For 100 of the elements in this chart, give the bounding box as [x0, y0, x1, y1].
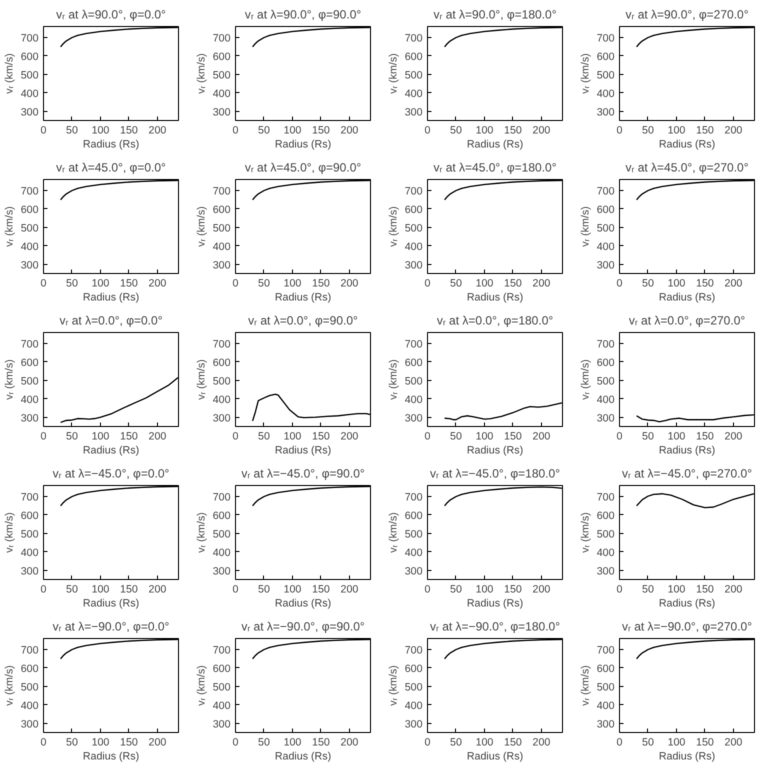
x-tick-label: 150	[312, 430, 330, 442]
x-tick-label: 50	[66, 124, 78, 136]
y-tick-label: 300	[596, 106, 615, 118]
y-axis-title: vᵣ (km/s)	[580, 206, 592, 247]
y-axis-title: vᵣ (km/s)	[580, 665, 592, 706]
y-tick-label: 300	[20, 259, 39, 272]
y-tick-label: 600	[20, 204, 39, 216]
x-tick-label: 200	[532, 278, 550, 290]
y-tick-label: 600	[20, 662, 39, 675]
y-tick-label: 400	[212, 240, 231, 253]
x-tick-label: 100	[92, 124, 110, 136]
y-tick-label: 600	[404, 356, 423, 369]
x-axis-title: Radius (Rs)	[274, 292, 332, 304]
y-tick-label: 300	[404, 259, 423, 272]
y-tick-label: 400	[404, 700, 423, 712]
y-tick-label: 400	[596, 394, 615, 406]
x-tick-label: 150	[312, 736, 330, 748]
x-tick-label: 150	[696, 430, 714, 442]
x-axis-title: Radius (Rs)	[274, 444, 332, 456]
x-tick-label: 100	[668, 278, 686, 290]
x-axis-title: Radius (Rs)	[82, 138, 140, 150]
x-tick-label: 0	[40, 430, 47, 442]
y-tick-label: 700	[212, 32, 231, 45]
chart-title: vᵣ at λ=−90.0°, φ=90.0°	[241, 620, 365, 634]
y-tick-label: 600	[596, 204, 615, 216]
y-tick-label: 500	[596, 375, 615, 388]
x-tick-label: 200	[148, 736, 166, 748]
y-tick-label: 600	[20, 50, 39, 63]
x-tick-label: 200	[724, 430, 742, 442]
x-axis-title: Radius (Rs)	[466, 292, 524, 304]
x-tick-label: 0	[616, 584, 623, 596]
y-tick-label: 500	[20, 69, 39, 82]
y-tick-label: 300	[212, 106, 231, 118]
y-tick-label: 600	[20, 356, 39, 369]
x-tick-label: 50	[450, 430, 462, 442]
y-axis-title: vᵣ (km/s)	[388, 359, 400, 400]
x-tick-label: 150	[504, 430, 522, 442]
x-tick-label: 0	[40, 278, 47, 290]
x-tick-label: 50	[450, 736, 462, 748]
x-tick-label: 200	[148, 124, 166, 136]
chart-title: vᵣ at λ=45.0°, φ=90.0°	[244, 160, 362, 174]
y-tick-label: 700	[20, 338, 39, 351]
y-tick-label: 400	[404, 394, 423, 406]
y-tick-label: 500	[404, 69, 423, 82]
y-tick-label: 600	[404, 50, 423, 63]
x-tick-label: 100	[668, 430, 686, 442]
x-tick-label: 200	[532, 736, 550, 748]
y-axis-title: vᵣ (km/s)	[196, 359, 208, 400]
x-tick-label: 0	[232, 736, 239, 748]
x-axis-title: Radius (Rs)	[82, 598, 140, 610]
y-tick-label: 700	[596, 32, 615, 45]
y-tick-label: 700	[212, 644, 231, 657]
x-tick-label: 200	[340, 584, 358, 596]
x-tick-label: 50	[258, 584, 270, 596]
y-axis-title: vᵣ (km/s)	[196, 512, 208, 553]
x-tick-label: 200	[724, 584, 742, 596]
x-tick-label: 150	[696, 736, 714, 748]
y-axis-title: vᵣ (km/s)	[580, 359, 592, 400]
y-tick-label: 500	[212, 69, 231, 82]
x-tick-label: 200	[148, 430, 166, 442]
x-tick-label: 0	[616, 736, 623, 748]
x-tick-label: 150	[696, 124, 714, 136]
x-tick-label: 0	[424, 278, 431, 290]
y-axis-title: vᵣ (km/s)	[4, 53, 16, 94]
y-tick-label: 600	[212, 356, 231, 369]
y-tick-label: 300	[20, 718, 39, 730]
x-tick-label: 150	[504, 736, 522, 748]
x-tick-label: 0	[232, 124, 239, 136]
y-tick-label: 500	[596, 222, 615, 234]
x-tick-label: 200	[532, 124, 550, 136]
y-tick-label: 600	[596, 662, 615, 675]
y-tick-label: 700	[20, 32, 39, 45]
chart-title: vᵣ at λ=90.0°, φ=0.0°	[56, 8, 166, 22]
chart-title: vᵣ at λ=−90.0°, φ=270.0°	[622, 620, 752, 634]
x-tick-label: 100	[668, 736, 686, 748]
y-tick-label: 600	[404, 204, 423, 216]
x-tick-label: 50	[66, 278, 78, 290]
y-tick-label: 300	[404, 718, 423, 730]
y-axis-title: vᵣ (km/s)	[388, 512, 400, 553]
y-axis-title: vᵣ (km/s)	[388, 206, 400, 247]
y-tick-label: 400	[212, 546, 231, 559]
x-axis-title: Radius (Rs)	[82, 444, 140, 456]
y-tick-label: 600	[404, 510, 423, 522]
x-axis-title: Radius (Rs)	[658, 138, 716, 150]
x-tick-label: 0	[424, 124, 431, 136]
x-tick-label: 100	[92, 278, 110, 290]
y-tick-label: 700	[20, 186, 39, 198]
x-tick-label: 50	[66, 584, 78, 596]
y-axis-title: vᵣ (km/s)	[4, 665, 16, 706]
x-tick-label: 150	[312, 584, 330, 596]
y-axis-title: vᵣ (km/s)	[580, 512, 592, 553]
chart-title: vᵣ at λ=45.0°, φ=0.0°	[56, 160, 166, 174]
x-axis-title: Radius (Rs)	[82, 292, 140, 304]
y-tick-label: 500	[404, 222, 423, 234]
y-tick-label: 400	[596, 240, 615, 253]
x-tick-label: 100	[476, 736, 494, 748]
chart-title: vᵣ at λ=90.0°, φ=90.0°	[244, 8, 362, 22]
chart-title: vᵣ at λ=45.0°, φ=180.0°	[434, 160, 557, 174]
x-tick-label: 100	[668, 124, 686, 136]
x-tick-label: 200	[724, 278, 742, 290]
